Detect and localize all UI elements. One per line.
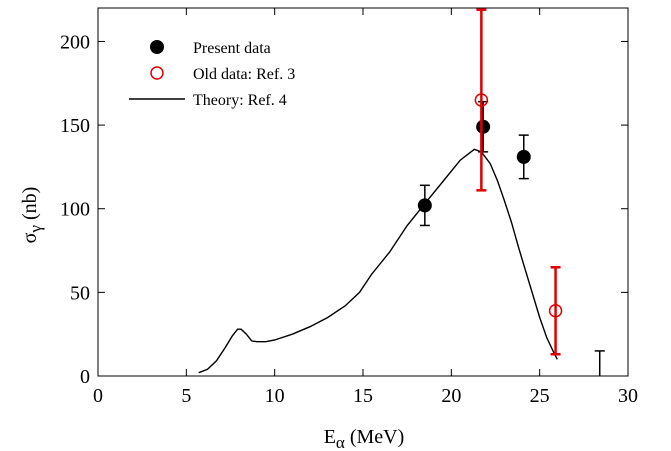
theory-curve [198,148,558,374]
y-tick-label: 100 [60,199,90,221]
present-data-point [476,119,491,134]
y-axis-label-main: σ [19,232,41,243]
legend-marker-old-data [150,66,164,80]
plot-area [97,7,629,377]
x-tick-label: 30 [618,385,638,407]
x-tick-label: 5 [181,385,191,407]
x-tick-label: 10 [265,385,285,407]
legend: Present data Old data: Ref. 3 Theory: Ref.… [129,40,295,109]
present-data-point [417,198,432,213]
y-tick-label: 50 [70,282,90,304]
x-axis-label: Eα (MeV) [324,426,405,451]
x-axis-label-main: E [324,426,336,448]
series-layer [198,8,605,376]
present-data-point [516,149,531,164]
x-tick-label: 20 [441,385,461,407]
y-tick-label: 200 [60,31,90,53]
old-data-point [474,93,489,107]
y-axis-ticks: 0 50 100 150 200 [60,31,628,388]
legend-marker-present-data [150,40,164,54]
legend-label: Present data [193,40,271,57]
old-data-point [548,304,563,318]
x-axis-label-subscript: α [336,433,345,451]
x-tick-label: 15 [353,385,373,407]
y-tick-label: 150 [60,115,90,137]
y-axis-label-subscript: γ [26,225,45,234]
legend-label: Theory: Ref. 4 [193,92,287,109]
x-tick-label: 0 [93,385,103,407]
x-tick-label: 25 [530,385,550,407]
x-axis-ticks: 0 5 10 15 20 25 30 [93,8,638,407]
plot-frame [97,7,629,377]
y-axis-label: σγ (nb) [19,187,45,244]
x-axis-label-unit: (MeV) [345,426,404,448]
y-axis-label-unit: (nb) [19,187,41,225]
y-tick-label: 0 [80,366,90,388]
legend-label: Old data: Ref. 3 [193,66,295,83]
